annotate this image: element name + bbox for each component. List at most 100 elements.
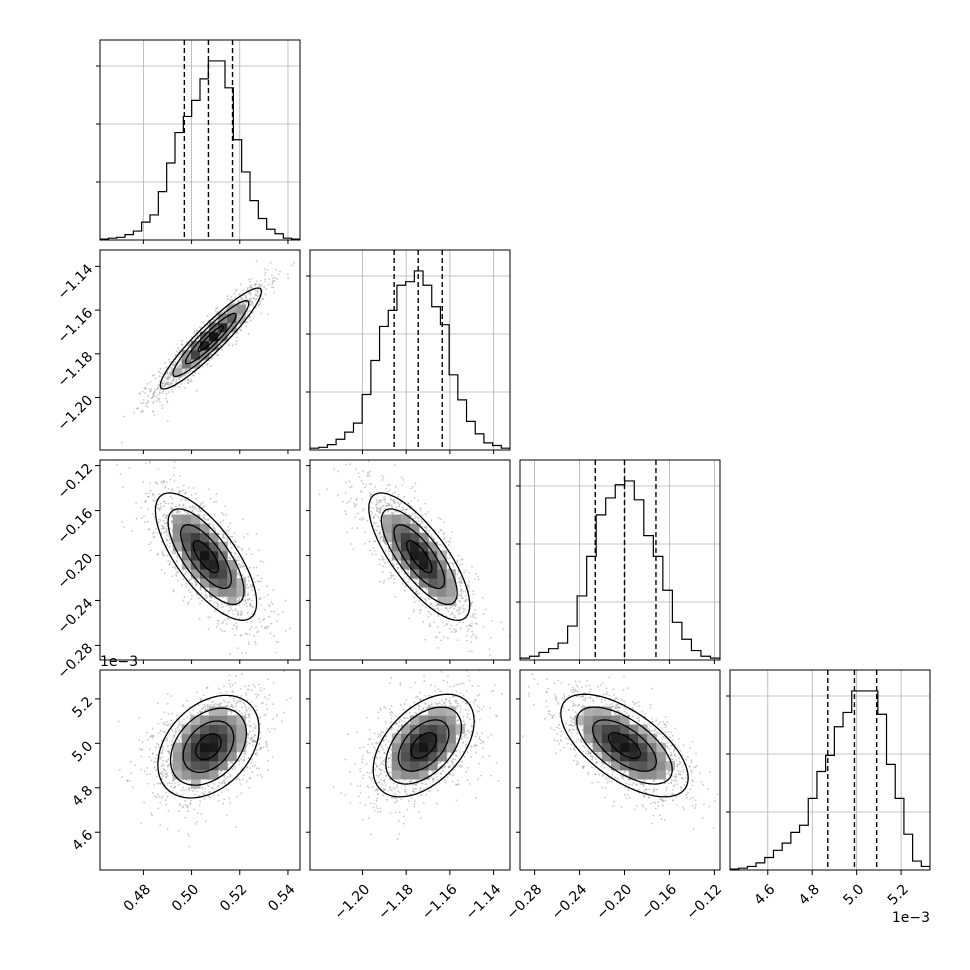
scatter-point bbox=[380, 535, 382, 538]
scatter-point bbox=[266, 269, 269, 271]
scatter-point bbox=[469, 615, 472, 618]
scatter-point bbox=[207, 791, 210, 794]
scatter-point bbox=[165, 527, 168, 530]
scatter-point bbox=[453, 607, 456, 610]
scatter-point bbox=[270, 600, 273, 603]
scatter-point bbox=[233, 532, 236, 534]
scatter-point bbox=[250, 701, 253, 704]
scatter-point bbox=[227, 617, 230, 620]
scatter-point bbox=[434, 600, 437, 603]
scatter-point bbox=[156, 532, 159, 535]
scatter-point bbox=[455, 630, 458, 633]
scatter-point bbox=[474, 609, 476, 612]
scatter-point bbox=[425, 526, 428, 529]
scatter-point bbox=[210, 596, 213, 599]
scatter-point bbox=[459, 584, 462, 587]
scatter-point bbox=[389, 577, 392, 579]
histogram-step-2 bbox=[520, 480, 720, 660]
density-cell bbox=[419, 532, 429, 543]
scatter-point bbox=[436, 636, 438, 639]
scatter-point bbox=[175, 559, 178, 562]
scatter-point bbox=[167, 383, 170, 386]
density-cell bbox=[400, 541, 411, 552]
scatter-point bbox=[236, 612, 239, 615]
scatter-point bbox=[182, 484, 185, 487]
scatter-point bbox=[376, 525, 379, 528]
scatter-point bbox=[265, 288, 267, 290]
scatter-point bbox=[202, 515, 205, 517]
scatter-point bbox=[207, 362, 209, 365]
scatter-point bbox=[168, 358, 170, 361]
scatter-point bbox=[230, 607, 233, 610]
scatter-point bbox=[185, 341, 188, 344]
scatter-point bbox=[172, 474, 175, 476]
density-cell bbox=[419, 569, 429, 579]
scatter-point bbox=[153, 516, 156, 519]
scatter-point bbox=[252, 303, 254, 306]
scatter-point bbox=[210, 320, 213, 323]
scatter-point bbox=[194, 581, 197, 583]
scatter-point bbox=[409, 500, 412, 503]
scatter-point bbox=[152, 499, 155, 502]
scatter-point bbox=[256, 580, 259, 583]
scatter-point bbox=[376, 535, 379, 537]
scatter-point bbox=[146, 520, 149, 523]
scatter-point bbox=[482, 613, 485, 616]
scatter-point bbox=[382, 557, 384, 559]
scatter-point bbox=[181, 374, 184, 377]
density-cell bbox=[391, 532, 402, 543]
scatter-point bbox=[490, 619, 493, 622]
scatter-point bbox=[168, 527, 171, 530]
scatter-point bbox=[165, 544, 168, 547]
scatter-point bbox=[447, 544, 450, 547]
scatter-point bbox=[182, 718, 185, 721]
scatter-point bbox=[199, 504, 202, 506]
scatter-point bbox=[147, 395, 150, 397]
scatter-point bbox=[160, 524, 163, 527]
scatter-point bbox=[204, 709, 206, 712]
scatter-point bbox=[134, 764, 137, 766]
scatter-point bbox=[231, 344, 234, 347]
scatter-point bbox=[379, 530, 382, 533]
scatter-point bbox=[170, 519, 173, 522]
scatter-point bbox=[230, 547, 233, 549]
scatter-point bbox=[293, 261, 295, 264]
scatter-point bbox=[391, 512, 394, 515]
scatter-point bbox=[173, 378, 176, 381]
scatter-point bbox=[375, 522, 377, 525]
scatter-point bbox=[396, 501, 399, 504]
scatter-point bbox=[164, 485, 167, 488]
scatter-point bbox=[390, 498, 392, 501]
scatter-point bbox=[395, 563, 398, 565]
scatter-point bbox=[407, 502, 410, 505]
scatter-point bbox=[197, 597, 200, 600]
scatter-point bbox=[176, 556, 179, 559]
scatter-point bbox=[157, 553, 160, 556]
scatter-point bbox=[368, 475, 371, 477]
scatter-point bbox=[380, 558, 383, 561]
scatter-point bbox=[354, 505, 357, 508]
scatter-point bbox=[394, 485, 397, 488]
scatter-point bbox=[223, 776, 226, 779]
scatter-point bbox=[270, 286, 273, 289]
scatter-point bbox=[171, 566, 174, 569]
scatter-point bbox=[375, 499, 378, 501]
scatter-point bbox=[166, 554, 168, 557]
scatter-point bbox=[239, 328, 242, 331]
scatter-point bbox=[438, 631, 441, 634]
pair-panel-1-0 bbox=[120, 247, 300, 444]
density-cell bbox=[428, 550, 438, 561]
scatter-point bbox=[248, 316, 251, 319]
scatter-point bbox=[254, 640, 257, 643]
scatter-point bbox=[293, 247, 295, 249]
scatter-point bbox=[240, 564, 242, 567]
scatter-point bbox=[179, 510, 182, 513]
scatter-point bbox=[213, 610, 216, 613]
scatter-point bbox=[454, 616, 456, 619]
scatter-point bbox=[383, 561, 386, 564]
scatter-point bbox=[152, 410, 154, 413]
scatter-point bbox=[289, 627, 291, 630]
density-cell bbox=[446, 587, 456, 597]
density-cell bbox=[209, 560, 219, 570]
scatter-point bbox=[209, 522, 212, 525]
